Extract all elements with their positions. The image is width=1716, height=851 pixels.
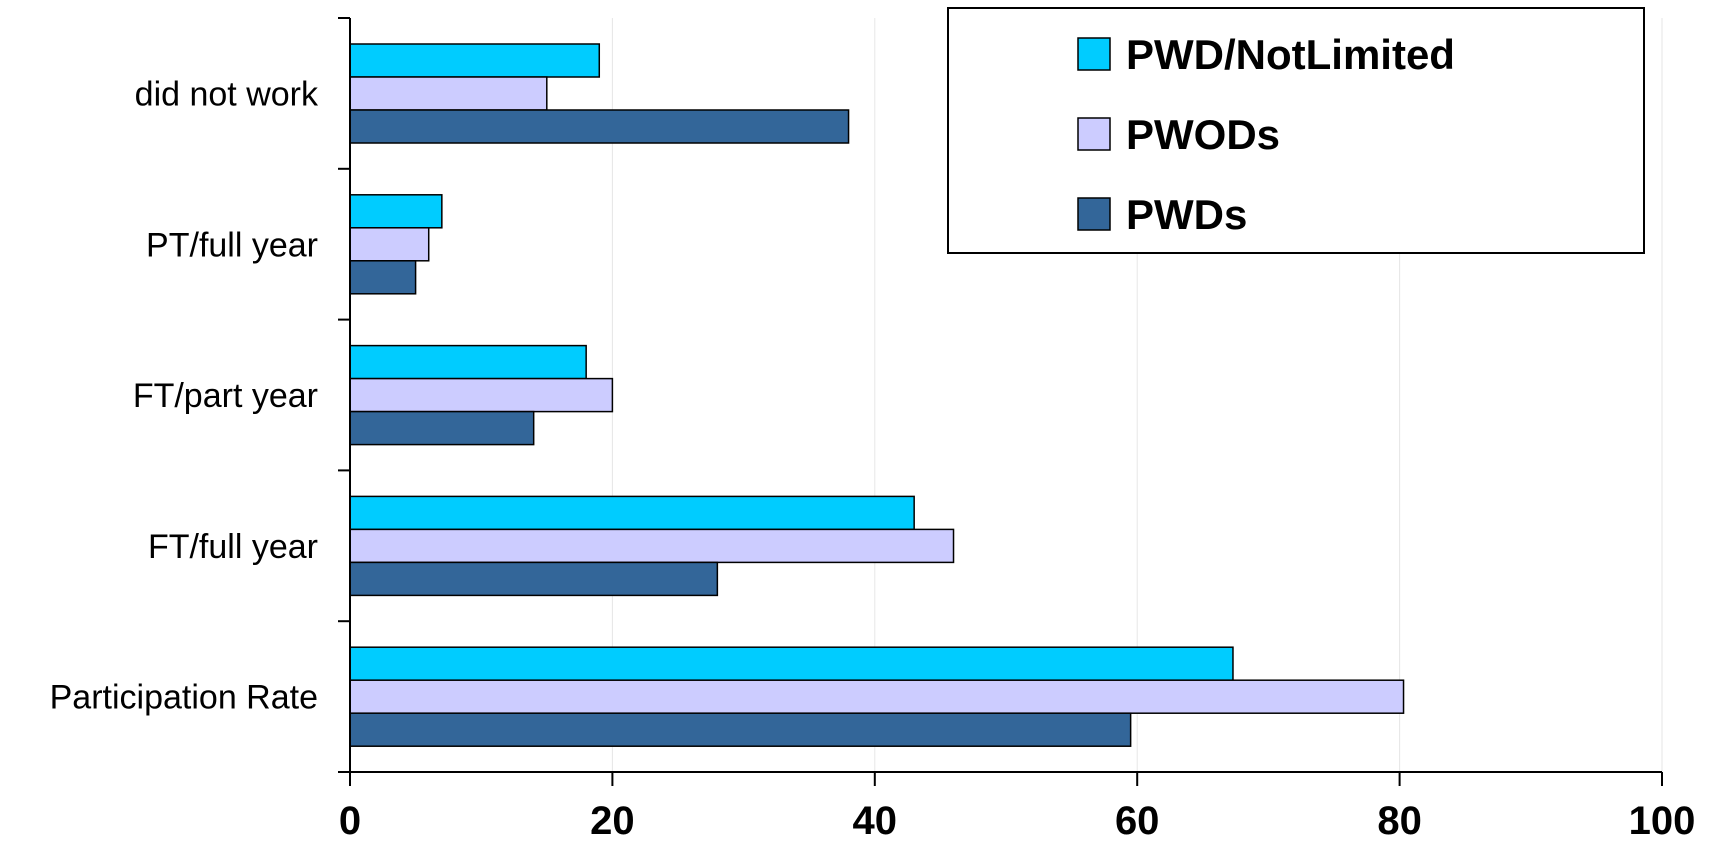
bar <box>349 377 614 413</box>
x-tick-label: 20 <box>590 799 635 843</box>
category-label: PT/full year <box>146 226 318 264</box>
bar <box>349 344 587 380</box>
bar <box>349 646 1234 681</box>
bar <box>349 495 915 531</box>
legend-label: PWD/NotLimited <box>1126 31 1455 78</box>
legend-swatch <box>1077 117 1111 151</box>
legend: PWD/NotLimited PWODs PWDs <box>947 7 1645 254</box>
legend-label: PWODs <box>1126 111 1280 158</box>
bar <box>349 260 417 295</box>
x-tick-label: 40 <box>853 799 898 843</box>
x-tick-label: 60 <box>1115 799 1160 843</box>
legend-box <box>947 7 1645 254</box>
bar <box>349 712 1132 747</box>
x-tick-label: 0 <box>339 799 361 843</box>
bar <box>349 227 430 262</box>
x-tick-label: 100 <box>1629 799 1696 843</box>
ticks <box>338 17 1663 786</box>
category-label: FT/full year <box>148 528 318 566</box>
bar <box>349 109 850 144</box>
legend-swatch <box>1077 197 1111 231</box>
category-label: FT/part year <box>133 377 318 415</box>
category-labels: did not work PT/full year FT/part year FT/f… <box>50 76 319 717</box>
bar <box>349 528 955 564</box>
bar <box>349 561 719 597</box>
x-tick-labels: 0 20 40 60 80 100 <box>339 799 1696 843</box>
category-label: did not work <box>135 76 319 114</box>
bar <box>349 679 1405 714</box>
category-label: Participation Rate <box>50 679 318 717</box>
legend-swatch <box>1077 37 1111 71</box>
legend-label: PWDs <box>1126 191 1247 238</box>
bar <box>349 76 548 111</box>
axes <box>349 18 1662 773</box>
bars <box>349 43 1405 747</box>
bar <box>349 194 443 229</box>
x-tick-label: 80 <box>1377 799 1422 843</box>
bar <box>349 410 535 446</box>
bar <box>349 43 601 78</box>
